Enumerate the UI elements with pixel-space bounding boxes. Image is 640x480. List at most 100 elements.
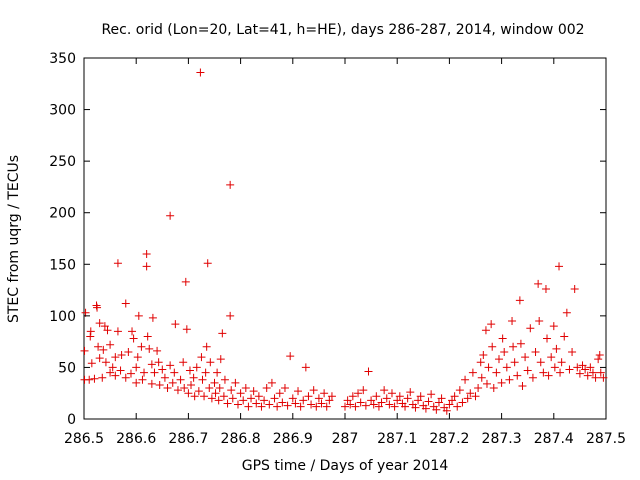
data-point: [100, 322, 109, 331]
data-point: [364, 367, 373, 376]
x-tick-label: 286.9: [273, 431, 313, 447]
data-point: [348, 392, 357, 401]
data-point: [249, 387, 258, 396]
data-point: [432, 405, 441, 414]
y-axis-ticks: 0 50 100 150 200 250 300 350: [49, 51, 606, 428]
data-point: [390, 402, 399, 411]
x-tick: 287.2: [429, 58, 469, 447]
data-point: [241, 384, 250, 393]
data-point: [85, 375, 94, 384]
data-point: [500, 347, 509, 356]
data-point: [509, 342, 518, 351]
data-point: [190, 392, 199, 401]
data-point: [549, 322, 558, 331]
data-point: [116, 366, 125, 375]
data-point: [595, 351, 604, 360]
data-point: [497, 378, 506, 387]
data-point: [421, 404, 430, 413]
data-point: [150, 368, 159, 377]
data-point: [226, 311, 235, 320]
data-point: [185, 366, 194, 375]
data-point: [385, 400, 394, 409]
data-point: [227, 386, 236, 395]
data-point: [535, 317, 544, 326]
data-point: [309, 386, 318, 395]
data-point: [599, 373, 608, 382]
x-tick: 286.8: [221, 58, 261, 447]
data-point: [273, 402, 282, 411]
data-point: [267, 378, 276, 387]
data-point: [573, 363, 582, 372]
data-point: [138, 375, 147, 384]
data-point: [341, 402, 349, 411]
y-tick: 300: [49, 103, 606, 119]
data-point: [270, 394, 279, 403]
data-point: [498, 334, 507, 343]
data-point: [489, 384, 498, 393]
data-point: [173, 386, 182, 395]
chart-title: Rec. orid (Lon=20, Lat=41, h=HE), days 2…: [101, 22, 584, 38]
data-point: [568, 347, 577, 356]
data-point: [427, 390, 436, 399]
x-tick: 287.1: [377, 58, 417, 447]
data-point: [239, 396, 248, 405]
data-point: [508, 317, 517, 326]
data-point: [476, 358, 485, 367]
x-axis-ticks: 286.5 286.6 286.7 286.8 286.9 287 287.1 287.2 28…: [64, 58, 626, 447]
x-tick-label: 287.3: [482, 431, 522, 447]
data-point: [247, 394, 256, 403]
data-point: [106, 368, 115, 377]
data-point: [111, 371, 120, 380]
data-point: [416, 392, 425, 401]
data-point: [192, 363, 201, 372]
data-point: [228, 394, 237, 403]
data-point: [278, 398, 287, 407]
data-point: [401, 402, 410, 411]
data-point: [158, 365, 167, 374]
data-point: [361, 401, 370, 410]
data-point: [252, 399, 261, 408]
data-point: [526, 324, 535, 333]
data-point: [103, 326, 112, 335]
data-point: [113, 327, 122, 336]
data-point: [424, 397, 433, 406]
data-point: [179, 358, 188, 367]
data-point: [301, 363, 310, 372]
data-point: [550, 363, 559, 372]
data-point: [257, 402, 266, 411]
data-point: [147, 379, 156, 388]
data-point: [543, 334, 552, 343]
data-point: [463, 394, 472, 403]
data-point: [461, 375, 470, 384]
data-point: [86, 327, 95, 336]
data-point: [539, 368, 548, 377]
data-point: [153, 346, 162, 355]
data-point: [544, 371, 553, 380]
data-point: [583, 371, 592, 380]
data-point: [170, 368, 179, 377]
y-tick-label: 100: [49, 309, 76, 325]
y-tick: 150: [49, 257, 606, 273]
y-tick: 200: [49, 206, 606, 222]
data-point: [288, 394, 297, 403]
data-point: [505, 375, 514, 384]
data-point: [588, 368, 597, 377]
data-point: [262, 384, 271, 393]
plot-area: 286.5 286.6 286.7 286.8 286.9 287 287.1 287.2 28…: [49, 51, 626, 447]
x-tick: 287.3: [482, 58, 522, 447]
data-point: [343, 396, 352, 405]
data-point: [299, 396, 308, 405]
data-point: [189, 373, 198, 382]
data-point: [196, 68, 205, 77]
data-point: [205, 384, 214, 393]
data-point: [94, 342, 103, 351]
data-point: [555, 262, 564, 271]
data-point: [198, 375, 207, 384]
data-point: [216, 355, 225, 364]
data-point: [403, 394, 412, 403]
data-point: [265, 400, 274, 409]
data-point: [406, 388, 415, 397]
data-point: [434, 398, 443, 407]
data-point: [124, 347, 133, 356]
data-point: [354, 389, 363, 398]
